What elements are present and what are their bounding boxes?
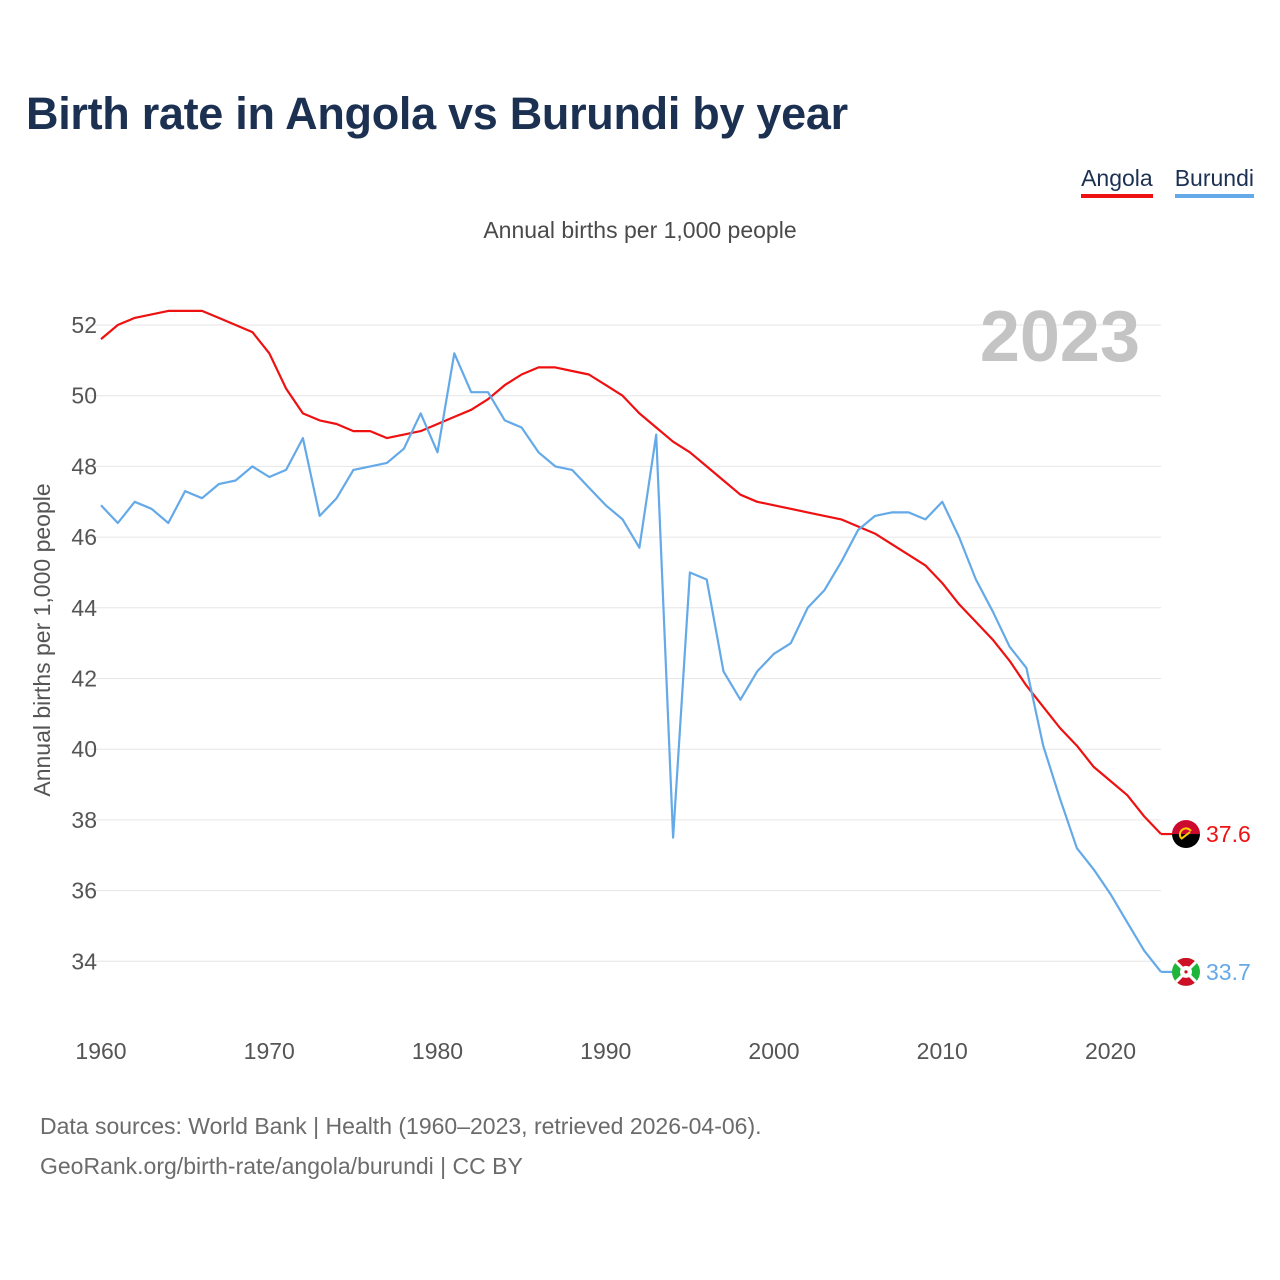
y-tick-label: 34 xyxy=(71,948,97,974)
year-watermark: 2023 xyxy=(980,297,1140,377)
y-tick-label: 48 xyxy=(71,453,97,479)
x-tick-label: 2010 xyxy=(917,1038,968,1064)
y-tick-label: 50 xyxy=(71,383,97,409)
source-text: Data sources: World Bank | Health (1960–… xyxy=(40,1113,762,1139)
x-axis-ticks: 1960 1970 1980 1990 2000 2010 2020 xyxy=(75,1038,1136,1064)
series-line-burundi xyxy=(100,352,1162,973)
y-tick-label: 36 xyxy=(71,878,97,904)
legend-item-angola[interactable]: Angola xyxy=(1081,165,1153,198)
grid-lines xyxy=(88,324,1161,962)
x-tick-label: 1980 xyxy=(412,1038,463,1064)
y-axis-label: Annual births per 1,000 people xyxy=(29,483,55,796)
x-tick-label: 2020 xyxy=(1085,1038,1136,1064)
y-tick-label: 38 xyxy=(71,807,97,833)
y-tick-label: 40 xyxy=(71,736,97,762)
legend-item-burundi[interactable]: Burundi xyxy=(1174,165,1254,198)
x-tick-label: 1960 xyxy=(75,1038,126,1064)
end-markers: 37.6 33.7 xyxy=(1161,820,1251,986)
series-lines xyxy=(100,309,1162,973)
y-tick-label: 46 xyxy=(71,524,97,550)
y-tick-label: 52 xyxy=(71,312,97,338)
legend: Angola Burundi xyxy=(1081,165,1254,198)
credit-text: GeoRank.org/birth-rate/angola/burundi | … xyxy=(40,1153,523,1179)
series-line-angola xyxy=(100,309,1162,835)
angola-flag-icon xyxy=(1172,820,1200,849)
y-axis-ticks: 34 36 38 40 42 44 46 48 50 52 xyxy=(71,312,97,974)
y-tick-label: 42 xyxy=(71,666,97,692)
end-value-label-angola: 37.6 xyxy=(1206,821,1251,847)
burundi-flag-icon xyxy=(1172,957,1200,986)
chart-subtitle: Annual births per 1,000 people xyxy=(483,217,797,243)
x-tick-label: 1990 xyxy=(580,1038,631,1064)
x-tick-label: 2000 xyxy=(748,1038,799,1064)
y-tick-label: 44 xyxy=(71,595,97,621)
chart-title: Birth rate in Angola vs Burundi by year xyxy=(26,88,848,139)
end-value-label-burundi: 33.7 xyxy=(1206,959,1251,985)
x-tick-label: 1970 xyxy=(244,1038,295,1064)
footer: Data sources: World Bank | Health (1960–… xyxy=(40,1106,762,1186)
